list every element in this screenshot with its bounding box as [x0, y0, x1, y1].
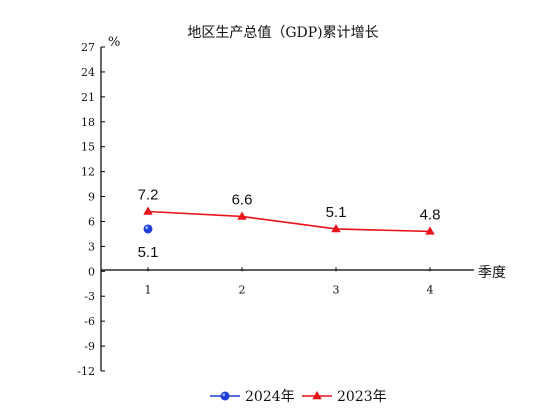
legend-circle-marker	[220, 391, 230, 401]
legend-marker-highlight	[222, 393, 226, 397]
y-tick-label: 3	[88, 240, 95, 253]
y-tick-label: 21	[81, 91, 95, 104]
data-point-triangle	[237, 211, 247, 220]
data-label: 5.1	[138, 244, 159, 261]
y-tick-label: 15	[81, 141, 95, 154]
data-label: 4.8	[420, 206, 441, 223]
y-tick-label: -3	[84, 290, 95, 303]
data-label: 7.2	[138, 186, 159, 203]
y-tick-label: -9	[84, 340, 95, 353]
y-tick-label: 0	[88, 265, 95, 278]
x-tick-label: 4	[427, 283, 434, 296]
x-tick-label: 2	[239, 283, 246, 296]
data-point-circle	[143, 224, 153, 234]
data-point-triangle	[143, 206, 153, 215]
series-line	[147, 210, 431, 233]
data-point-highlight	[145, 226, 149, 230]
legend-triangle-marker	[312, 391, 322, 400]
x-axis-title: 季度	[478, 265, 506, 281]
y-tick-label: 9	[88, 191, 95, 204]
y-tick-label: -12	[77, 365, 95, 378]
chart-title: 地区生产总值（GDP)累计增长	[187, 25, 378, 41]
x-tick-label: 1	[145, 283, 152, 296]
legend-label: 2023年	[337, 389, 387, 405]
y-tick-label: 18	[81, 116, 95, 129]
y-axis-unit: %	[108, 35, 120, 50]
y-tick-label: 6	[88, 215, 95, 228]
legend-label: 2024年	[245, 389, 295, 405]
x-tick-label: 3	[333, 283, 340, 296]
data-point-triangle	[425, 226, 435, 235]
y-tick-label: -6	[84, 315, 95, 328]
data-label: 6.6	[232, 191, 253, 208]
y-tick-label: 27	[81, 41, 95, 54]
data-label: 5.1	[326, 204, 347, 221]
y-tick-label: 12	[81, 166, 95, 179]
y-tick-label: 24	[81, 66, 95, 79]
data-point-triangle	[331, 223, 341, 233]
